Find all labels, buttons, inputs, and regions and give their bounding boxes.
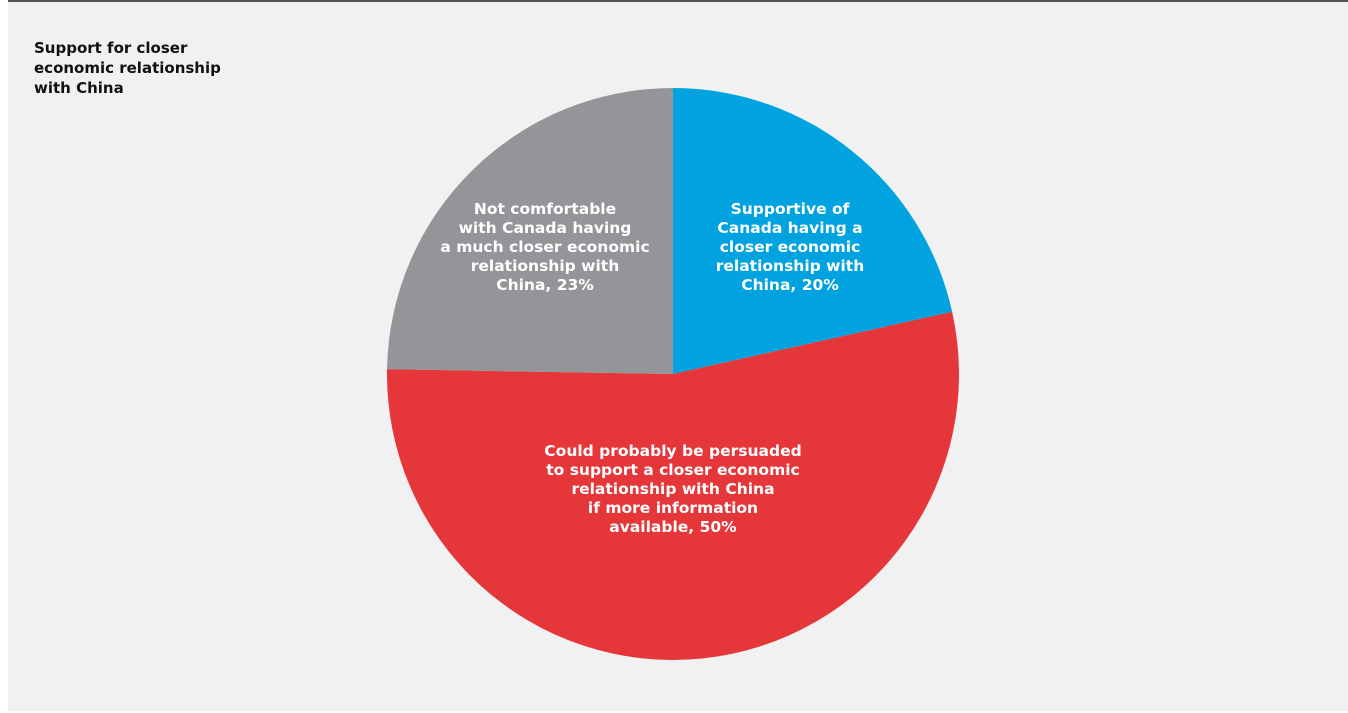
- slice-label-line: Not comfortable: [474, 200, 616, 218]
- slice-label-line: Canada having a: [717, 219, 862, 237]
- slice-label-line: China, 23%: [496, 276, 594, 294]
- pie-chart: Supportive of Canada having a closer econo…: [387, 88, 960, 661]
- pie-slice-label-3: Not comfortable with Canada having a much …: [440, 200, 649, 294]
- slice-label-line: to support a closer economic: [546, 461, 799, 479]
- pie-slice-3: [387, 88, 673, 374]
- slice-label-line: if more information: [588, 499, 758, 517]
- pie-slice-1: [673, 88, 953, 374]
- slice-label-line: relationship with China: [571, 480, 774, 498]
- slice-label-line: with Canada having: [459, 219, 632, 237]
- pie-slice-2: [387, 311, 960, 661]
- chart-frame: Support for closer economic relationship…: [8, 0, 1348, 711]
- slice-label-line: Supportive of: [731, 200, 850, 218]
- chart-title: Support for closer economic relationship…: [34, 39, 221, 97]
- slice-label-line: a much closer economic: [440, 238, 649, 256]
- pie-slice-label-2: Could probably be persuaded to support a …: [544, 442, 801, 536]
- slice-label-line: Could probably be persuaded: [544, 442, 801, 460]
- slice-label-line: closer economic: [720, 238, 861, 256]
- slice-label-line: relationship with: [716, 257, 864, 275]
- slice-label-line: relationship with: [471, 257, 619, 275]
- slice-label-line: available, 50%: [609, 518, 737, 536]
- slice-label-line: China, 20%: [741, 276, 839, 294]
- pie-slice-label-1: Supportive of Canada having a closer econo…: [716, 200, 864, 294]
